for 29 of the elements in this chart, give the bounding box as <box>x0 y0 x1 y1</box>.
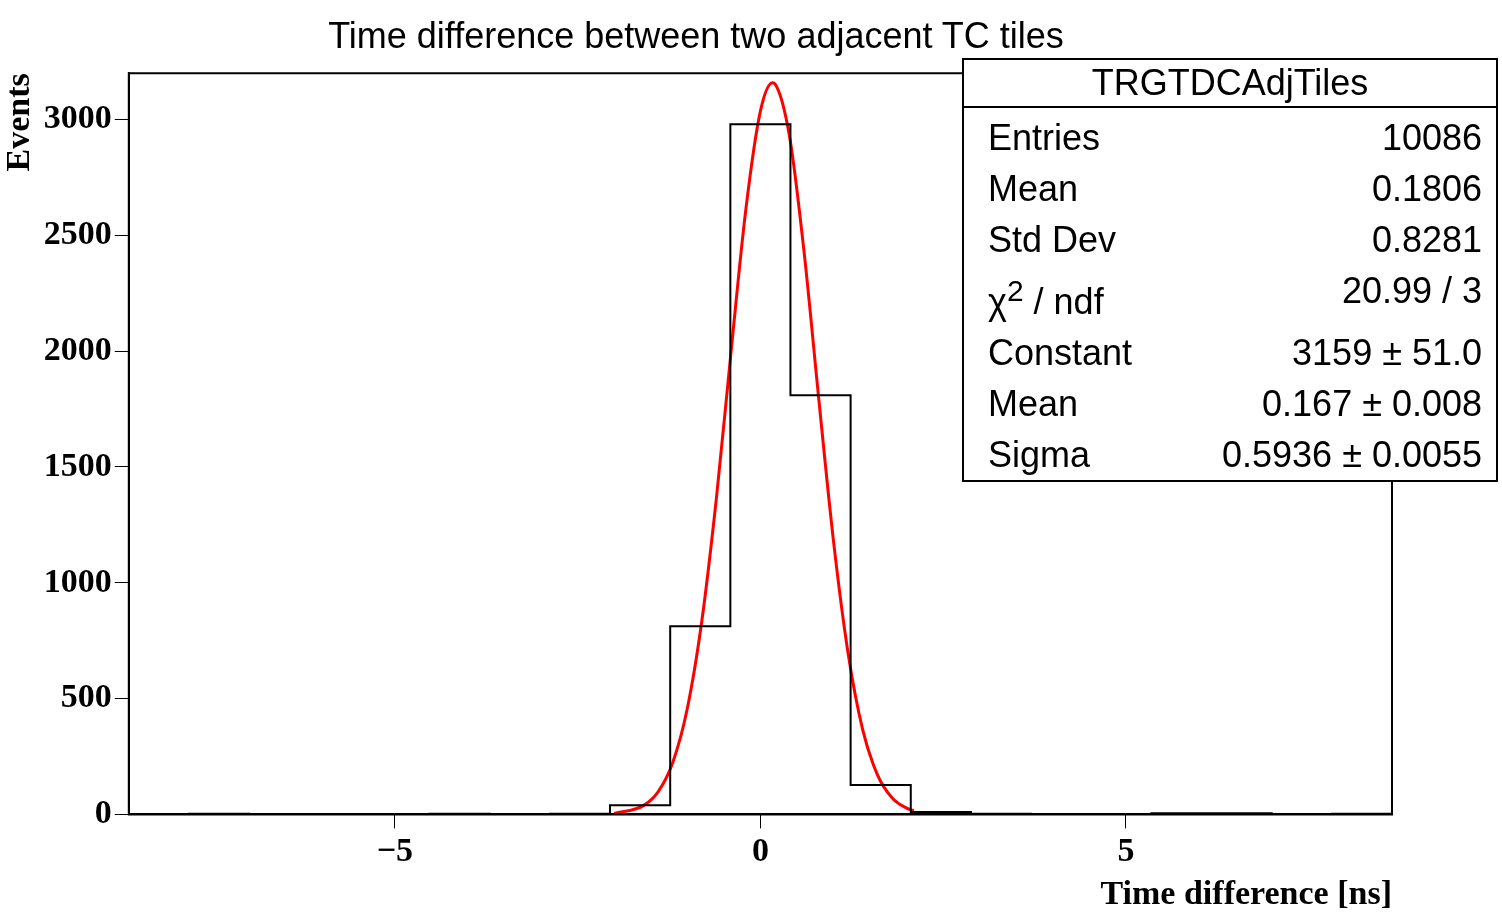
y-tick-label: 0 <box>94 793 112 831</box>
annotation: 0.5936 ± 0.0055 <box>1222 433 1482 477</box>
annotation: χ$^{2}$ / ndf <box>988 273 1104 324</box>
x-tick-label: 0 <box>751 830 769 868</box>
annotation: 20.99 / 3 <box>1341 269 1482 313</box>
annotation: Std Dev <box>988 218 1117 262</box>
y-tick-label: 1000 <box>43 561 112 599</box>
chart-title: Time difference between two adjacent TC tiles <box>328 14 1064 56</box>
annotation: 0.167 ± 0.008 <box>1262 382 1482 426</box>
y-tick-label: 1500 <box>43 445 112 483</box>
annotation: 3159 ± 51.0 <box>1292 331 1482 375</box>
y-tick-label: 500 <box>60 677 112 715</box>
y-axis-title: Events <box>0 73 37 172</box>
x-axis-title: Time difference [ns] <box>1100 874 1392 912</box>
line-series <box>612 81 916 815</box>
y-tick-label: 2500 <box>43 214 112 252</box>
annotation: Constant <box>988 331 1133 375</box>
x-tick-label: 5 <box>1117 830 1135 868</box>
annotation: 0.8281 <box>1371 218 1482 262</box>
x-tick-label: −5 <box>376 830 414 868</box>
annotation: Sigma <box>988 433 1091 477</box>
annotation: 10086 <box>1381 116 1482 160</box>
y-tick-label: 3000 <box>43 98 112 136</box>
annotation: Mean <box>988 167 1079 211</box>
y-tick-label: 2000 <box>43 329 112 367</box>
annotation: Entries <box>988 116 1101 160</box>
annotation: 0.1806 <box>1371 167 1482 211</box>
annotation: Mean <box>988 382 1079 426</box>
annotation: TRGTDCAdjTiles <box>964 60 1496 108</box>
